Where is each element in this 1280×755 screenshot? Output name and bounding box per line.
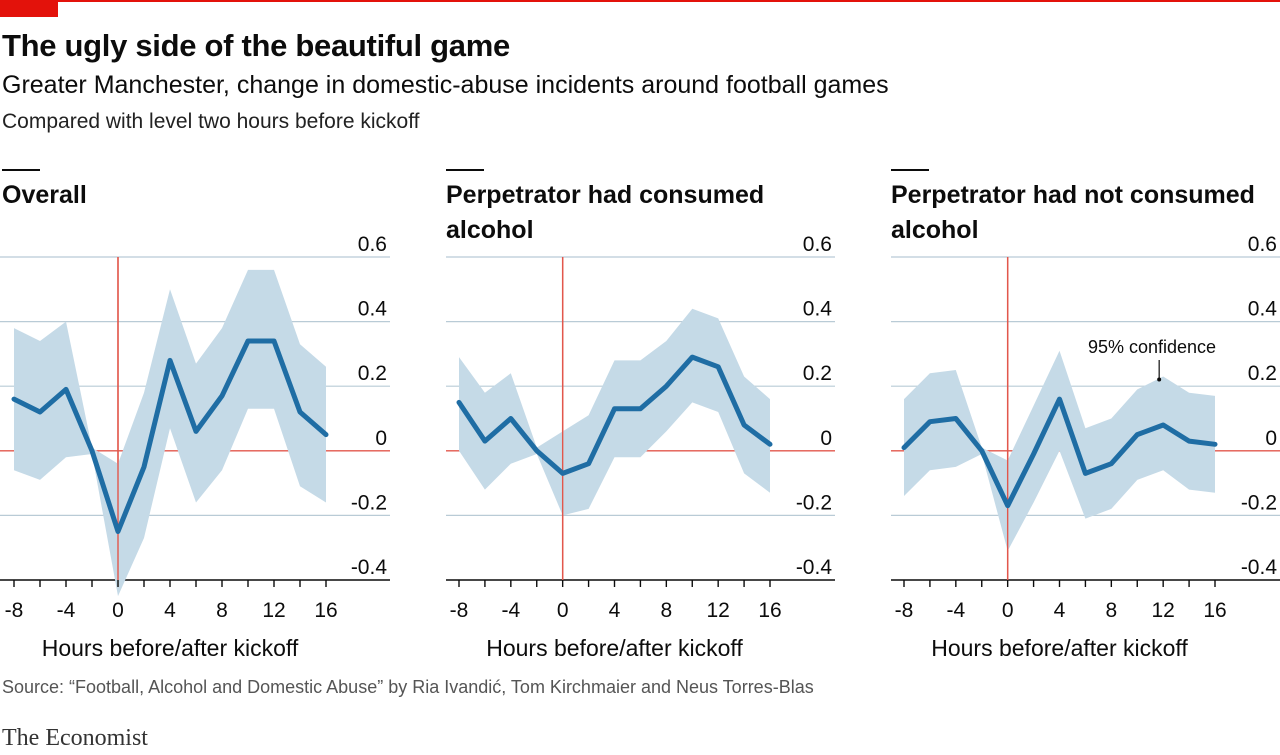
y-tick-label: 0.2 [358,362,387,385]
x-axis-title: Hours before/after kickoff [931,635,1188,661]
x-tick-label: -8 [895,599,914,622]
panel-3-title: Perpetrator had not consumed alcohol [891,181,1255,244]
confidence-band [14,269,326,597]
x-tick-label: 4 [609,599,621,622]
y-tick-label: -0.2 [1241,491,1277,514]
panel-2-marker [446,169,484,171]
chart-title: The ugly side of the beautiful game [2,28,510,63]
economist-logo: The Economist [2,725,148,751]
annotation-dot [1157,377,1162,382]
panel-3-marker [891,169,929,171]
y-tick-label: 0.6 [1248,233,1277,256]
y-tick-label: 0.6 [803,233,832,256]
panel-1-marker [2,169,40,171]
y-tick-label: 0.4 [358,298,388,321]
x-tick-label: 8 [660,599,672,622]
y-tick-label: -0.2 [351,491,387,514]
panel-1-plot: 0.6 0.4 0.2 0 -0.2 -0.4 -8 -4 0 4 8 12 16 Hours befor… [0,233,390,661]
x-tick-label: 12 [262,599,285,622]
brand-red-tag [0,0,58,17]
confidence-band [904,350,1215,551]
x-tick-label: 16 [314,599,337,622]
panel-2-title: Perpetrator had consumed alcohol [446,181,765,244]
x-tick-label: -8 [450,599,469,622]
y-tick-label: -0.4 [351,556,388,579]
y-tick-label: 0.6 [358,233,387,256]
x-tick-label: 8 [216,599,228,622]
y-tick-label: 0.2 [803,362,832,385]
panel-2-plot: 0.6 0.4 0.2 0 -0.2 -0.4 -8 -4 0 4 8 12 16 Hours befor… [446,233,835,661]
small-multiples-chart: 0.6 0.4 0.2 0 -0.2 -0.4 -8 -4 0 4 8 12 16 Hours befor… [0,233,1280,661]
x-tick-label: -8 [5,599,24,622]
x-axis-title: Hours before/after kickoff [486,635,743,661]
y-tick-label: 0.4 [803,298,833,321]
y-tick-label: -0.4 [1241,556,1278,579]
source-note: Source: “Football, Alcohol and Domestic … [2,677,814,697]
x-tick-label: -4 [946,599,965,622]
panel-1-title: Overall [2,181,87,209]
y-tick-label: 0 [375,427,387,450]
x-tick-label: 8 [1105,599,1117,622]
confidence-annotation: 95% confidence [1088,337,1216,357]
y-tick-label: 0 [820,427,832,450]
x-axis-title: Hours before/after kickoff [42,635,299,661]
x-tick-label: 0 [112,599,124,622]
chart-note: Compared with level two hours before kic… [2,110,420,133]
x-tick-label: 16 [1203,599,1226,622]
y-tick-label: -0.4 [796,556,833,579]
x-tick-label: 12 [706,599,729,622]
x-tick-label: -4 [501,599,520,622]
y-tick-label: -0.2 [796,491,832,514]
y-tick-label: 0.2 [1248,362,1277,385]
x-tick-label: 0 [557,599,569,622]
x-tick-label: 12 [1151,599,1174,622]
x-tick-label: -4 [57,599,76,622]
x-tick-label: 0 [1002,599,1014,622]
chart-subtitle: Greater Manchester, change in domestic-a… [2,71,889,99]
x-tick-label: 16 [758,599,781,622]
y-tick-label: 0 [1265,427,1277,450]
panel-3-plot: 0.6 0.4 0.2 0 -0.2 -0.4 -8 -4 0 4 8 12 16 Hours befor… [891,233,1280,661]
top-rule [0,0,1280,2]
x-tick-label: 4 [164,599,176,622]
y-tick-label: 0.4 [1248,298,1278,321]
x-tick-label: 4 [1054,599,1066,622]
